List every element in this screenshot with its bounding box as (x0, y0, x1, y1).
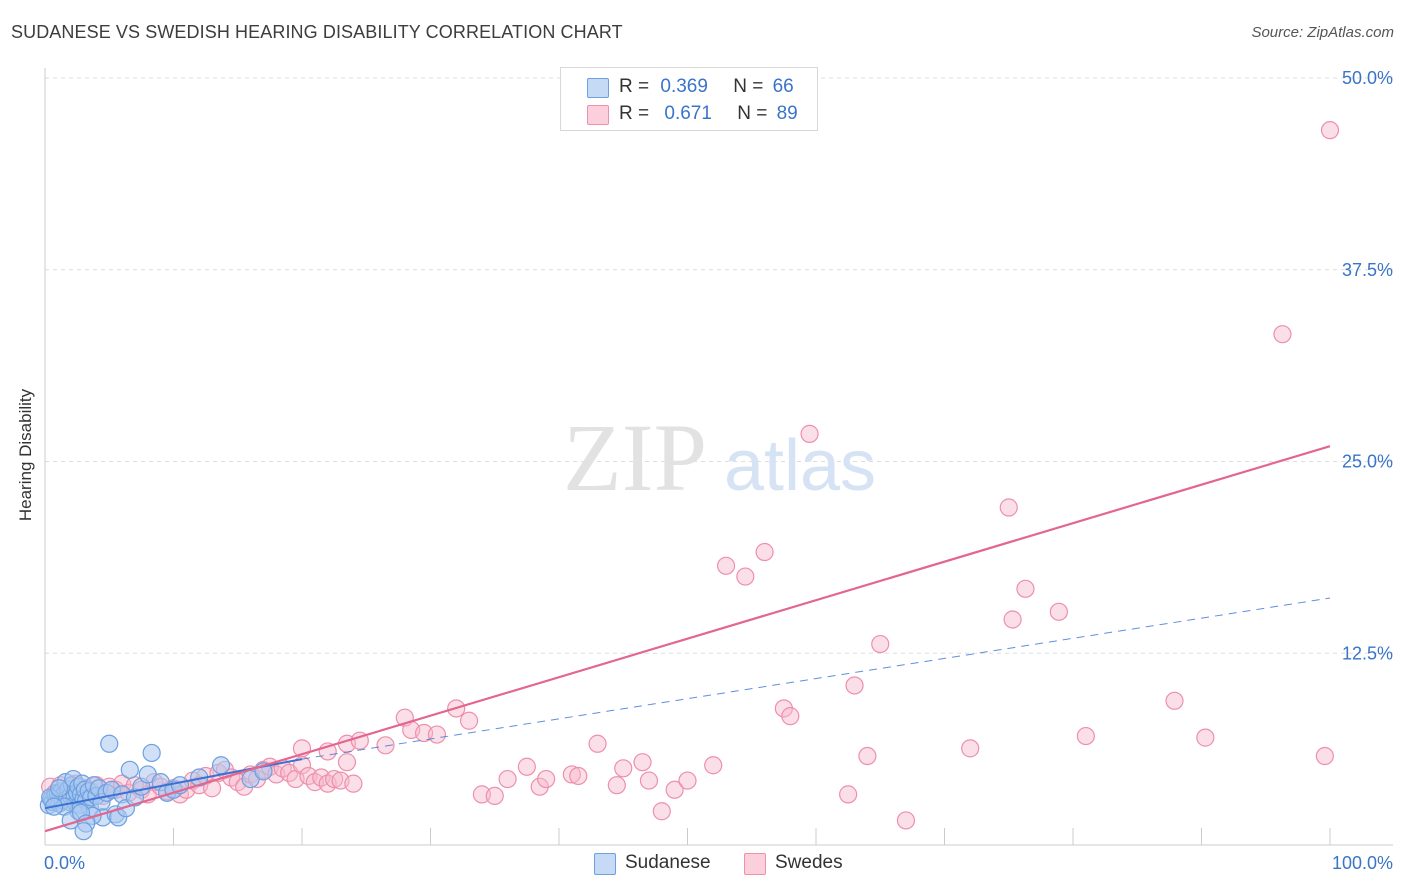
swedes-point (569, 766, 588, 786)
swedes-point (202, 779, 222, 798)
swedes-point (1016, 579, 1035, 598)
swedes-point (517, 757, 536, 776)
swedes-point (588, 734, 607, 753)
sudanese-points (39, 734, 273, 841)
swedes-point (704, 756, 723, 775)
grid-lines (45, 77, 1393, 654)
swedes-point (858, 746, 877, 766)
y-tick-label: 12.5% (1342, 643, 1393, 663)
y-tick-label: 37.5% (1342, 260, 1393, 280)
swedes-point (1003, 610, 1022, 629)
sudanese-r-value: 0.369 (660, 76, 708, 97)
swedes-point (337, 753, 357, 772)
y-tick-label: 25.0% (1342, 452, 1393, 472)
swedes-point (961, 739, 980, 758)
swedes-point (755, 542, 774, 562)
swedes-point (537, 769, 556, 789)
sudanese-n-value: 66 (772, 76, 794, 97)
swedes-point (427, 725, 447, 744)
swedes-point (1049, 602, 1068, 621)
chart-title: SUDANESE VS SWEDISH HEARING DISABILITY C… (11, 22, 623, 42)
swedes-point (781, 707, 800, 726)
swedes-point (639, 771, 659, 790)
swedes-point (562, 765, 581, 784)
swedes-point (1273, 325, 1292, 344)
swedes-r-value: 0.671 (664, 103, 712, 124)
source-credit: Source: ZipAtlas.com (1251, 24, 1394, 41)
swedes-n-label: N = (737, 103, 768, 124)
sudanese-swatch (587, 78, 609, 98)
sudanese-n-label: N = (733, 76, 764, 97)
swedes-point (800, 424, 819, 443)
swedes-point (325, 769, 344, 789)
swedes-point (376, 736, 395, 755)
swedes-point (607, 776, 626, 795)
swedes-point (1196, 728, 1215, 747)
swedes-point (1076, 726, 1095, 746)
watermark-zip: ZIP (563, 404, 707, 511)
swedes-point (614, 759, 633, 778)
swedes-n-value: 89 (776, 103, 798, 124)
watermark-atlas: atlas (724, 426, 876, 506)
swedes-point (716, 556, 736, 575)
swedes-point (1320, 121, 1340, 140)
sudanese-point (50, 779, 69, 798)
swedes-point (678, 771, 697, 790)
swedes-point (665, 780, 684, 799)
swedes-point (871, 634, 890, 654)
zipatlas-watermark: ZIP atlas (563, 404, 876, 511)
sudanese-point (120, 760, 139, 779)
sudanese-point (74, 822, 93, 841)
y-axis-label: Hearing Disability (16, 388, 35, 522)
sudanese-point (142, 743, 161, 763)
swedes-point (633, 753, 652, 772)
legend-sudanese-swatch (594, 853, 616, 875)
swedes-trend-line (44, 445, 1331, 833)
correlation-legend: R = 0.369 N = 66 R = 0.671 N = 89 (560, 67, 818, 131)
sudanese-r-label: R = (619, 76, 650, 97)
swedes-point (485, 786, 504, 806)
swedes-point (1315, 746, 1334, 766)
x-tick-label-min: 0.0% (44, 853, 85, 873)
swedes-point (652, 802, 671, 821)
sudanese-point (100, 734, 119, 753)
legend-swedes-swatch (744, 853, 766, 875)
tick-labels: 12.5% 25.0% 37.5% 50.0% 0.0% 100.0% (44, 68, 1393, 873)
sudanese-point (211, 756, 231, 775)
swedes-point (498, 769, 517, 789)
x-tick-label-max: 100.0% (1332, 853, 1393, 873)
y-tick-label: 50.0% (1342, 68, 1393, 88)
swedes-point (1165, 691, 1184, 710)
swedes-r-label: R = (619, 103, 650, 124)
swedes-point (839, 785, 858, 804)
swedes-point (999, 498, 1018, 517)
legend-sudanese-label: Sudanese (625, 852, 711, 873)
swedes-point (845, 676, 864, 695)
axes (44, 68, 1393, 846)
swedes-swatch (587, 105, 609, 125)
legend-swedes-label: Swedes (775, 852, 843, 873)
trend-lines (44, 445, 1331, 833)
swedes-point (896, 811, 916, 830)
swedes-point (459, 711, 479, 730)
sudanese-trend-extension (301, 597, 1331, 760)
swedes-point (736, 567, 755, 586)
swedes-point (344, 774, 363, 793)
